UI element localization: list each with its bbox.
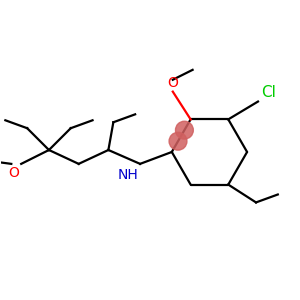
Circle shape [176,121,193,139]
Text: Cl: Cl [261,85,276,100]
Circle shape [169,132,187,150]
Text: O: O [167,76,178,90]
Text: NH: NH [117,168,138,182]
Text: O: O [8,166,19,180]
